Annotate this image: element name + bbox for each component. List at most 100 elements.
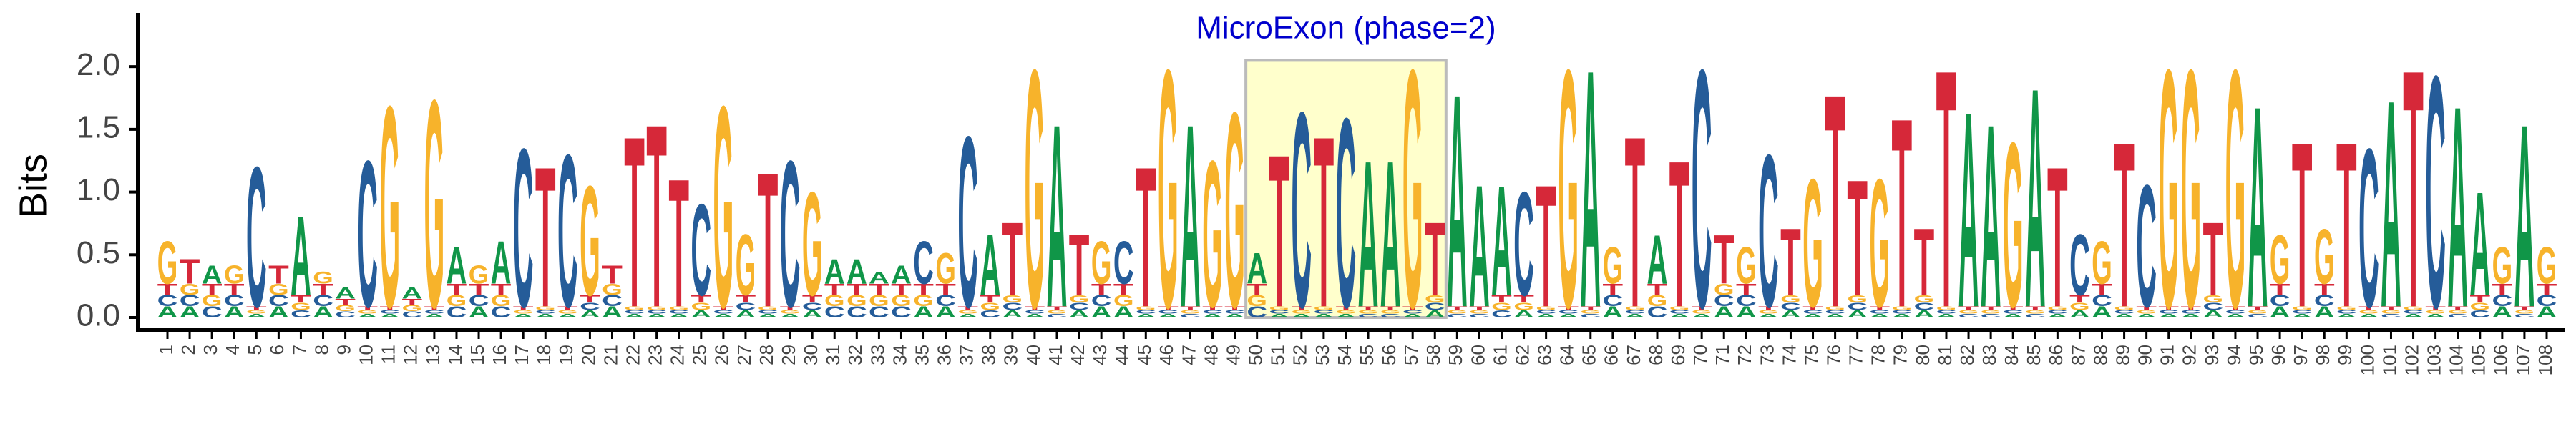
logo-letter: C: [869, 303, 889, 321]
letter-group: T: [1536, 149, 1556, 344]
logo-letter: A: [1136, 313, 1156, 319]
letter-group: A: [2492, 303, 2513, 321]
logo-letter: A: [1958, 54, 1979, 365]
letter-group: T: [268, 260, 289, 290]
logo-letter: T: [2447, 305, 2468, 311]
letter-group: C: [246, 126, 267, 349]
logo-letter: A: [1736, 303, 1757, 321]
logo-letter: C: [224, 292, 245, 310]
letter-group: G: [646, 305, 666, 311]
letter-group: T: [1558, 305, 1579, 311]
letter-group: C: [913, 230, 934, 297]
logo-letter: A: [1246, 244, 1267, 293]
logo-letter: G: [180, 282, 200, 299]
letter-group: T: [535, 124, 556, 349]
logo-letter: G: [513, 309, 533, 315]
logo-letter: G: [1847, 293, 1868, 305]
letter-group: T: [1714, 222, 1735, 299]
logo-letter: A: [1714, 303, 1735, 321]
logo-letter: G: [1936, 305, 1956, 311]
x-tick-label: 4: [222, 345, 243, 355]
logo-letter: T: [824, 281, 845, 299]
logo-letter: T: [1936, 0, 1957, 379]
logo-letter: G: [2425, 309, 2445, 315]
logo-letter: T: [2092, 281, 2112, 299]
letter-group: A: [2092, 303, 2112, 321]
letter-group: C: [1202, 309, 1223, 315]
letter-group: T: [1158, 305, 1179, 311]
logo-letter: T: [2136, 305, 2157, 311]
letter-group: G: [668, 305, 688, 311]
logo-letter: G: [1958, 309, 1979, 315]
letter-group: T: [580, 293, 600, 305]
letter-group: C: [2336, 309, 2357, 315]
logo-letter: C: [291, 308, 311, 320]
letter-group: T: [1736, 281, 1757, 299]
logo-letter: C: [2225, 309, 2246, 315]
x-tick-label: 21: [600, 345, 621, 365]
letter-group: C: [758, 309, 779, 315]
letter-group: T: [2514, 305, 2535, 311]
letter-group: A: [1825, 313, 1845, 319]
letter-group: T: [980, 293, 1000, 305]
logo-letter: T: [1736, 281, 1757, 299]
logo-letter: T: [1958, 305, 1979, 311]
x-tick-label: 56: [1378, 345, 1400, 365]
letter-group: A: [2292, 313, 2313, 319]
letter-group: C: [1069, 301, 1090, 312]
x-tick-label: 107: [2512, 345, 2534, 375]
letter-group: A: [1158, 313, 1179, 319]
logo-letter: G: [824, 292, 845, 310]
logo-letter: T: [535, 124, 556, 349]
letter-group: A: [1847, 308, 1868, 320]
letter-group: A: [602, 303, 623, 321]
logo-letter: T: [2248, 305, 2268, 311]
logo-letter: A: [1603, 303, 1624, 321]
logo-letter: C: [1847, 301, 1868, 312]
letter-group: T: [802, 293, 823, 305]
letter-group: C: [469, 292, 489, 310]
letter-group: C: [824, 303, 845, 321]
letter-group: C: [1758, 109, 1779, 353]
x-tick-label: 61: [1489, 345, 1511, 365]
logo-letter: G: [2314, 214, 2335, 301]
highlight-label: MicroExon (phase=2): [1196, 11, 1496, 46]
logo-letter: C: [1291, 54, 1312, 365]
logo-letter: C: [513, 102, 534, 355]
logo-letter: A: [1069, 308, 1090, 320]
letter-group: C: [957, 87, 978, 359]
logo-letter: G: [1269, 305, 1289, 311]
letter-group: T: [1669, 117, 1690, 351]
logo-letter: T: [1113, 281, 1134, 299]
letter-group: G: [2314, 214, 2335, 301]
logo-letter: G: [1380, 309, 1400, 315]
x-tick-label: 36: [933, 345, 955, 365]
letter-group: G: [2092, 229, 2112, 297]
x-tick-label: 88: [2089, 345, 2111, 365]
logo-letter: A: [1224, 313, 1245, 319]
letter-group: C: [2358, 102, 2379, 355]
letter-group: C: [513, 102, 534, 355]
logo-letter: A: [1647, 221, 1668, 299]
logo-letter: A: [2180, 313, 2201, 319]
letter-group: T: [1958, 305, 1979, 311]
logo-letter: T: [957, 305, 978, 311]
letter-group: A: [1246, 244, 1267, 293]
letter-group: A: [357, 313, 378, 319]
letter-group: G: [1802, 141, 1823, 345]
logo-letter: A: [2314, 303, 2335, 321]
letter-group: A: [869, 267, 889, 287]
letter-group: A: [2469, 161, 2490, 327]
logo-letter: T: [1091, 281, 1112, 299]
x-tick-label: 52: [1289, 345, 1311, 365]
letter-group: A: [1914, 308, 1935, 320]
letter-group: T: [2425, 305, 2446, 311]
letter-group: C: [2425, 7, 2446, 377]
x-tick-label: 55: [1356, 345, 1377, 365]
letter-group: A: [535, 313, 556, 319]
x-tick-label: 100: [2356, 345, 2378, 375]
x-tick-label: 54: [1334, 345, 1355, 365]
letter-group: T: [2403, 0, 2424, 379]
logo-letter: C: [2425, 7, 2446, 377]
logo-letter: A: [469, 303, 489, 321]
